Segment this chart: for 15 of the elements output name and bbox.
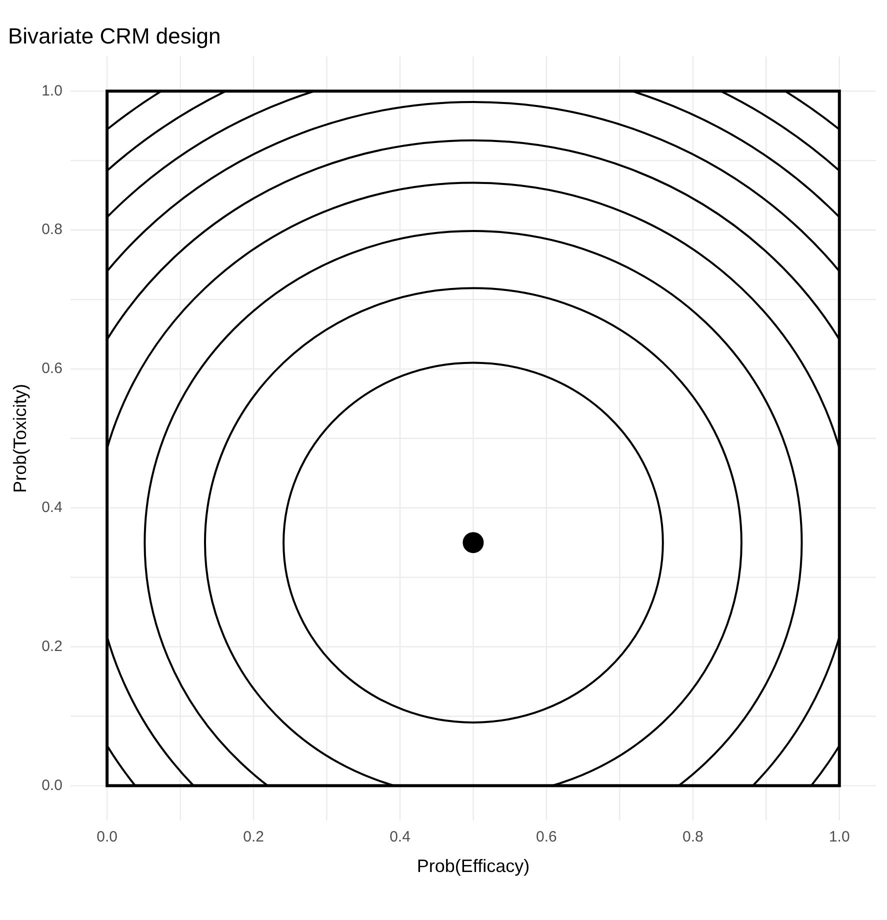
y-tick-label: 0.6 (42, 360, 62, 378)
y-tick-label: 1.0 (42, 82, 62, 100)
y-tick-label: 0.8 (42, 221, 62, 238)
y-tick-label: 0.4 (42, 498, 62, 516)
y-tick-label: 0.0 (42, 776, 62, 794)
y-tick-label: 0.2 (42, 638, 62, 655)
x-tick-label: 0.6 (536, 828, 557, 846)
x-tick-label: 0.2 (243, 828, 264, 846)
x-tick-label: 1.0 (828, 828, 850, 846)
x-tick-label: 0.0 (96, 828, 118, 846)
chart-title: Bivariate CRM design (8, 23, 221, 48)
y-axis-title: Prob(Toxicity) (10, 384, 30, 493)
x-tick-label: 0.8 (682, 828, 704, 846)
x-axis-title: Prob(Efficacy) (416, 856, 530, 876)
x-tick-label: 0.4 (390, 828, 410, 846)
